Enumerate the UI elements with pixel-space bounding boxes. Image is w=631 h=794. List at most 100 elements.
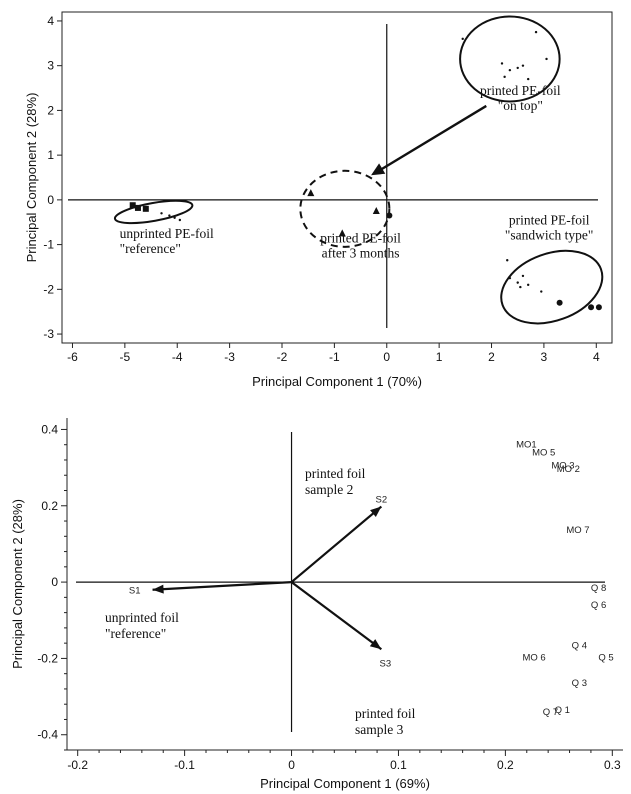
data-point-dot bbox=[508, 68, 512, 72]
y-tick-label: -0.4 bbox=[37, 728, 58, 742]
x-tick-label: 0.1 bbox=[390, 758, 407, 772]
vector-s1-line bbox=[152, 580, 292, 591]
vector-s1-caption-line: unprinted foil bbox=[105, 610, 179, 625]
x-axis-label: Principal Component 1 (69%) bbox=[260, 776, 430, 791]
chart-top: -6 -5 -4 -3 -2 -1 0 1 2 3 4 4 3 2 1 0 -1 -2 -3 Principal Co… bbox=[24, 11, 613, 389]
y-tick-label: 4 bbox=[47, 14, 54, 28]
y-tick-label: 0.2 bbox=[41, 499, 58, 513]
variable-label: MO 6 bbox=[522, 653, 545, 664]
data-point-dot bbox=[526, 77, 530, 81]
data-point-circle bbox=[386, 212, 393, 219]
x-tick-label: -5 bbox=[120, 350, 131, 364]
vector-s3-label: S3 bbox=[380, 658, 392, 669]
y-axis-label: Principal Component 2 (28%) bbox=[24, 93, 39, 263]
data-point-dot bbox=[545, 57, 548, 61]
data-point-dot bbox=[178, 218, 182, 222]
shift-arrow-line bbox=[378, 104, 487, 172]
data-point-circle bbox=[556, 299, 563, 306]
data-point-dot bbox=[503, 75, 506, 79]
data-point-dot bbox=[160, 212, 163, 215]
x-tick-label: -6 bbox=[67, 350, 78, 364]
data-point-square bbox=[129, 202, 136, 209]
caption-reference-line: "reference" bbox=[120, 241, 181, 256]
y-tick-label: -2 bbox=[43, 282, 54, 296]
variable-label: Q 8 bbox=[591, 583, 606, 594]
x-tick-label: 0.3 bbox=[604, 758, 621, 772]
variable-label: MO 7 bbox=[566, 525, 589, 536]
y-tick-label: -1 bbox=[43, 238, 54, 252]
x-tick-label: 3 bbox=[541, 350, 548, 364]
data-point-circle bbox=[588, 304, 595, 311]
ellipse-reference bbox=[113, 199, 194, 225]
vector-s2-line bbox=[290, 505, 383, 583]
y-tick-label: 0 bbox=[51, 575, 58, 589]
x-tick-label: 1 bbox=[436, 350, 443, 364]
ellipse-sandwich-type bbox=[500, 249, 604, 325]
y-axis-label: Principal Component 2 (28%) bbox=[10, 499, 25, 669]
x-tick-label: -3 bbox=[224, 350, 235, 364]
data-point-dot bbox=[521, 274, 525, 278]
variable-label: Q 4 bbox=[572, 640, 587, 651]
vector-s3-caption-line: sample 3 bbox=[355, 722, 404, 737]
data-point-dot bbox=[500, 62, 504, 65]
y-tick-label: -3 bbox=[43, 327, 54, 341]
shift-arrow-head bbox=[371, 163, 386, 176]
caption-after-3-months-line: printed PE-foil bbox=[320, 230, 401, 245]
y-tick-label: 2 bbox=[47, 103, 54, 117]
data-point-dot bbox=[516, 281, 519, 284]
variable-label: Q 5 bbox=[598, 653, 613, 664]
data-point-triangle bbox=[372, 207, 380, 215]
ellipse-on-top bbox=[459, 15, 561, 103]
data-point-dot bbox=[519, 285, 522, 289]
x-tick-label: 0 bbox=[288, 758, 295, 772]
x-tick-label: 0 bbox=[383, 350, 390, 364]
ellipse-after-3-months bbox=[299, 169, 391, 248]
data-point-square bbox=[134, 204, 141, 211]
variable-label: Q 6 bbox=[591, 600, 606, 611]
vector-s2-caption-line: sample 2 bbox=[305, 482, 353, 497]
variable-label: MO 5 bbox=[532, 447, 555, 458]
caption-after-3-months-line: after 3 months bbox=[322, 245, 400, 260]
caption-sandwich-type-line: "sandwich type" bbox=[505, 227, 594, 242]
data-point-dot bbox=[461, 37, 464, 41]
vector-s2-head bbox=[370, 506, 382, 518]
data-point-dot bbox=[540, 290, 543, 293]
x-tick-label: 4 bbox=[593, 350, 600, 364]
y-tick-label: 1 bbox=[47, 148, 54, 162]
data-point-dot bbox=[526, 283, 530, 287]
caption-sandwich-type-line: printed PE-foil bbox=[509, 212, 590, 227]
y-tick-label: -0.2 bbox=[37, 651, 58, 665]
data-point-dot bbox=[173, 216, 176, 219]
vector-s1-caption-line: "reference" bbox=[105, 626, 166, 641]
vector-s2-caption-line: printed foil bbox=[305, 466, 366, 481]
x-tick-label: -2 bbox=[277, 350, 288, 364]
y-tick-label: 0 bbox=[47, 193, 54, 207]
data-point-circle bbox=[595, 304, 602, 311]
caption-on-top-line: printed PE-foil bbox=[480, 83, 561, 98]
x-tick-label: -0.1 bbox=[174, 758, 195, 772]
vector-s3-head bbox=[369, 639, 382, 650]
vector-s3-line bbox=[290, 581, 383, 651]
variable-label: MO1 bbox=[516, 440, 537, 451]
variable-label: MO 2 bbox=[557, 464, 580, 475]
chart-bottom: -0.2 -0.1 0 0.1 0.2 0.3 0.4 0.2 0 -0.2 -0.4 Princip… bbox=[10, 418, 623, 791]
variable-label: Q 7 bbox=[543, 707, 558, 718]
variable-label: MO 3 bbox=[551, 461, 574, 472]
variable-label: Q 3 bbox=[572, 678, 587, 689]
variable-label: Q 1 bbox=[555, 705, 570, 716]
vector-s2-label: S2 bbox=[376, 495, 388, 506]
y-tick-label: 3 bbox=[47, 59, 54, 73]
data-point-dot bbox=[168, 214, 171, 217]
x-tick-label: -0.2 bbox=[67, 758, 88, 772]
y-tick-label: 0.4 bbox=[41, 422, 58, 436]
caption-on-top-line: "on top" bbox=[498, 98, 543, 113]
x-tick-label: -4 bbox=[172, 350, 183, 364]
data-point-dot bbox=[506, 259, 509, 262]
caption-reference-line: unprinted PE-foil bbox=[120, 226, 214, 241]
x-tick-label: 2 bbox=[488, 350, 495, 364]
x-tick-label: -1 bbox=[329, 350, 340, 364]
x-tick-label: 0.2 bbox=[497, 758, 514, 772]
vector-s1-head bbox=[152, 584, 164, 594]
data-point-dot bbox=[516, 66, 519, 70]
